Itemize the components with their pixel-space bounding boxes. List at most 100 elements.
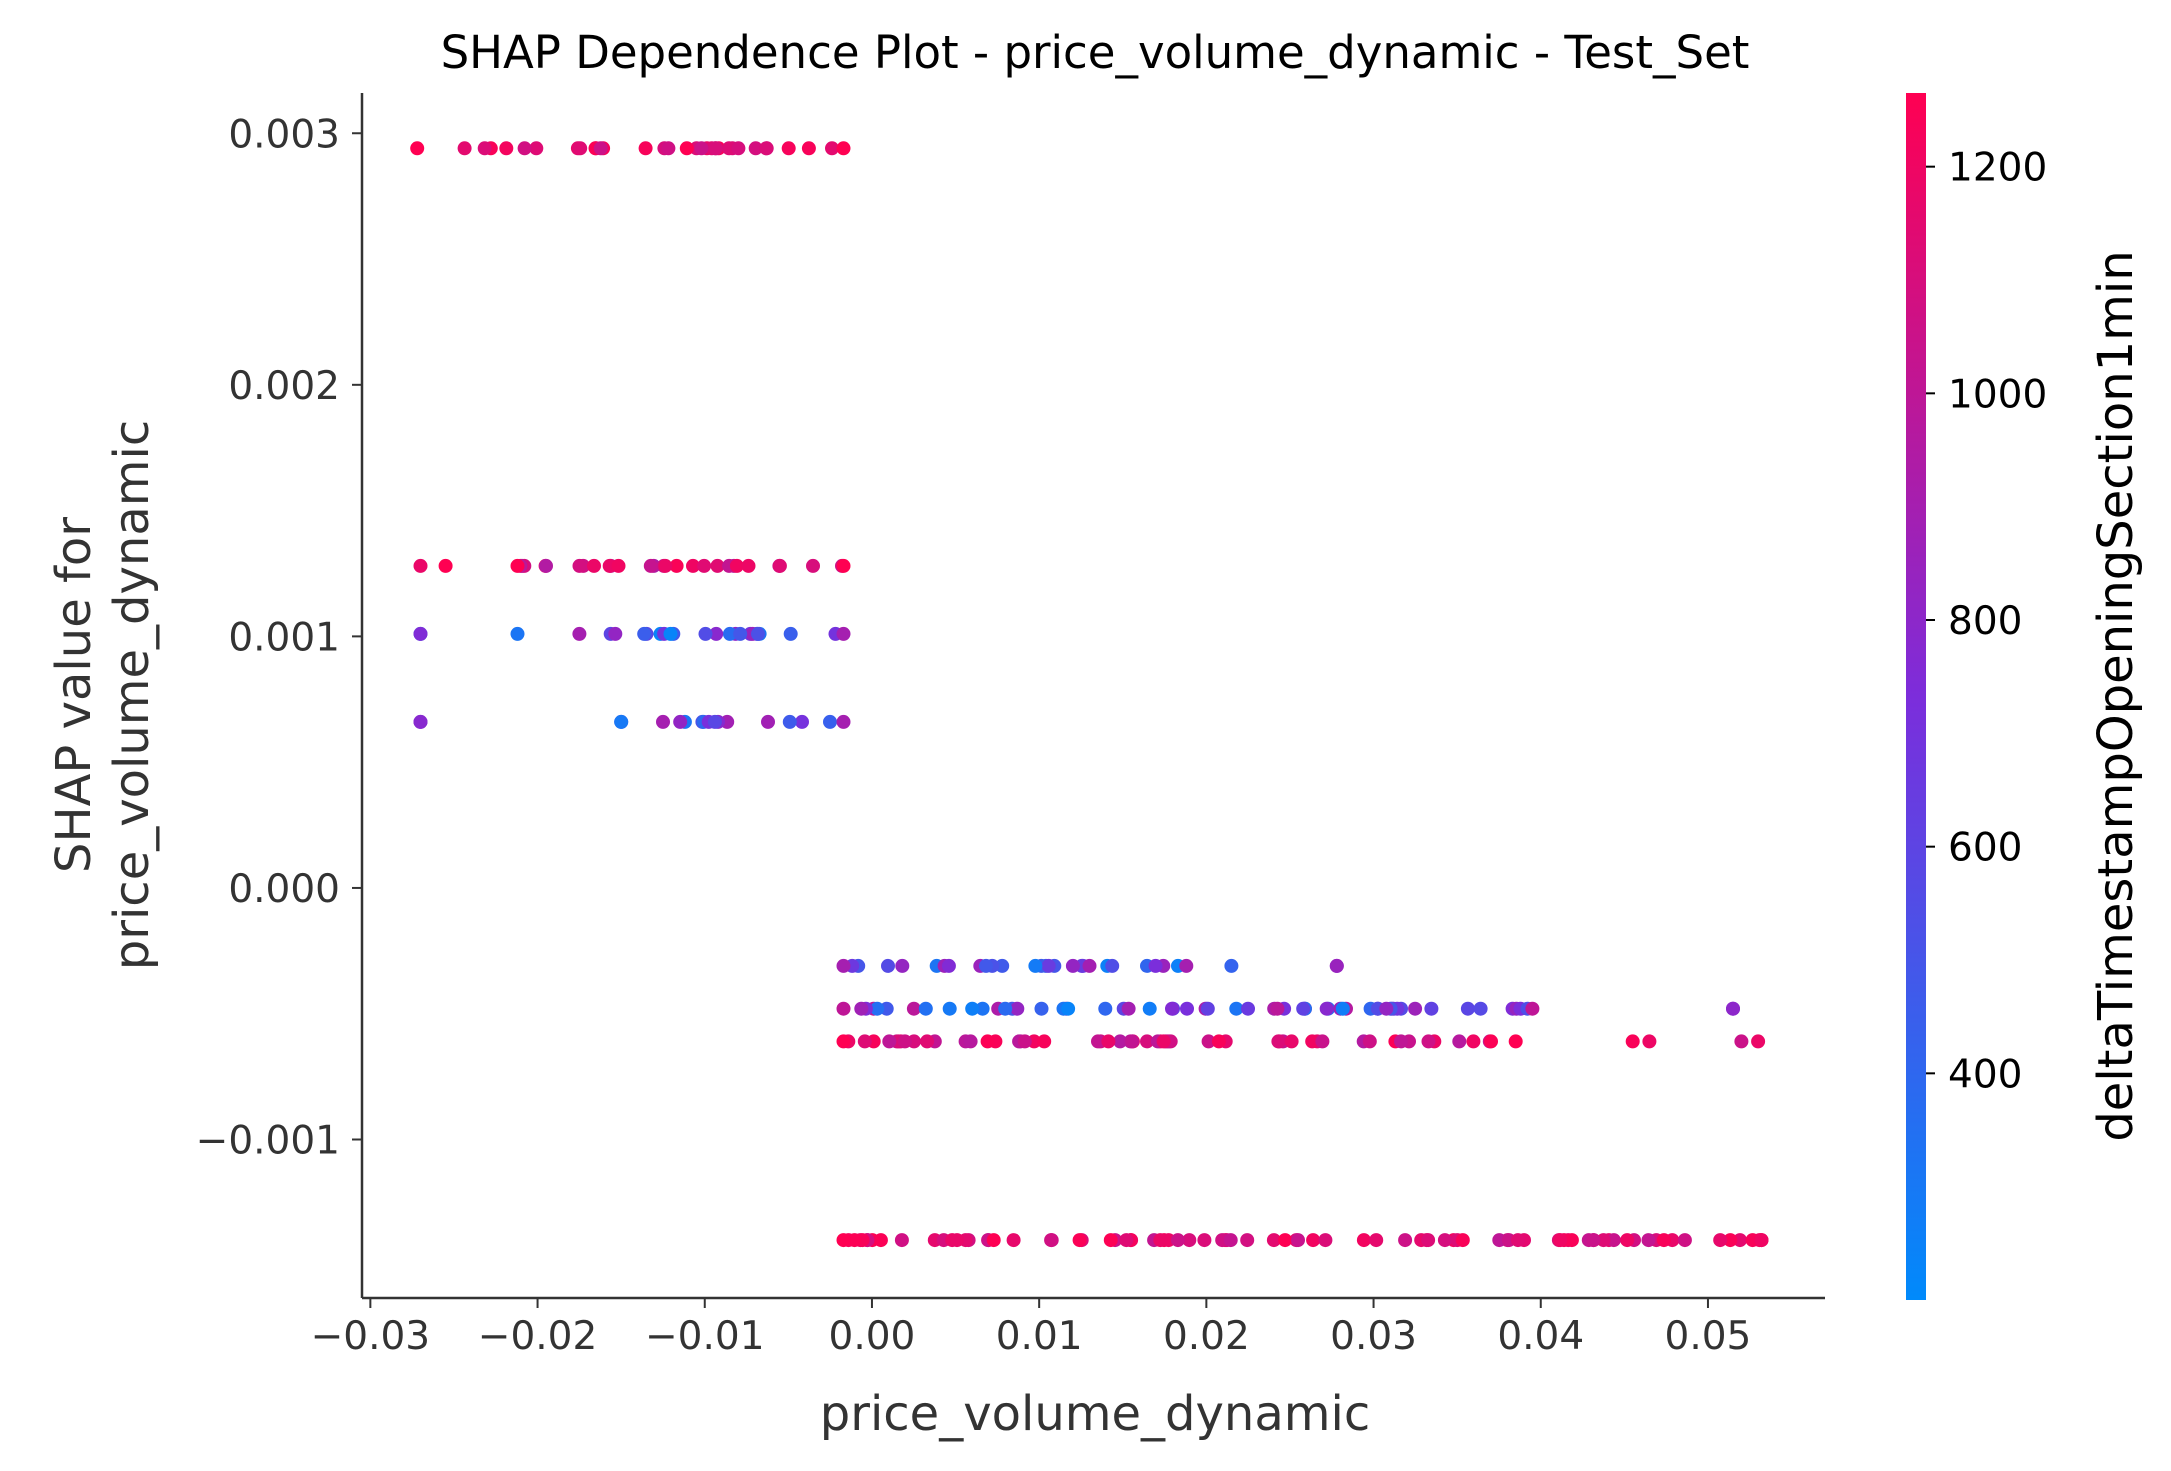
scatter-point xyxy=(1596,1233,1611,1248)
scatter-point xyxy=(698,626,713,641)
x-tick-label: 0.04 xyxy=(1497,1314,1584,1359)
scatter-point xyxy=(1098,1001,1113,1016)
scatter-point xyxy=(733,626,748,641)
scatter-point xyxy=(661,141,676,156)
y-tick-label: −0.001 xyxy=(196,1119,340,1164)
scatter-point xyxy=(836,1233,851,1248)
scatter-point xyxy=(1641,1233,1656,1248)
scatter-point xyxy=(1241,1001,1255,1016)
scatter-point xyxy=(1266,1233,1281,1248)
y-axis-ticks: −0.001 0.000 0.001 0.002 0.003 xyxy=(196,112,362,1164)
scatter-point xyxy=(572,558,587,573)
scatter-point xyxy=(710,558,725,573)
scatter-point xyxy=(920,1034,935,1049)
scatter-point xyxy=(995,958,1010,973)
x-axis-label: price_volume_dynamic xyxy=(820,1386,1370,1442)
y-tick-label: 0.003 xyxy=(228,112,340,157)
scatter-point xyxy=(663,626,678,641)
scatter-point xyxy=(1101,1034,1116,1049)
scatter-point xyxy=(1484,1034,1498,1049)
scatter-point xyxy=(836,558,851,573)
scatter-point xyxy=(1754,1233,1769,1248)
scatter-point xyxy=(895,958,910,973)
scatter-point xyxy=(722,626,737,641)
y-axis-label-line-2: price_volume_dynamic xyxy=(104,420,160,970)
scatter-point xyxy=(438,558,453,573)
scatter-point xyxy=(1606,1233,1621,1248)
scatter-point xyxy=(1296,1001,1311,1016)
y-axis-label-line-1: SHAP value for xyxy=(46,517,102,873)
scatter-point xyxy=(1119,1233,1134,1248)
scatter-point xyxy=(697,558,712,573)
scatter-point xyxy=(1306,1233,1321,1248)
scatter-point xyxy=(1105,958,1120,973)
scatter-point xyxy=(1525,1001,1540,1016)
scatter-point xyxy=(741,558,756,573)
scatter-point xyxy=(882,1034,897,1049)
scatter-point xyxy=(1318,1233,1333,1248)
scatter-point xyxy=(836,1034,851,1049)
colorbar xyxy=(1906,93,1926,1300)
scatter-point xyxy=(643,558,658,573)
scatter-point xyxy=(801,141,816,156)
scatter-point xyxy=(1072,1233,1087,1248)
scatter-point xyxy=(679,141,694,156)
scatter-point xyxy=(783,626,798,641)
scatter-point xyxy=(1153,1233,1168,1248)
scatter-point xyxy=(1356,1233,1371,1248)
scatter-point xyxy=(1723,1233,1738,1248)
scatter-point xyxy=(1061,1001,1076,1016)
colorbar-tick-label: 600 xyxy=(1948,826,2022,871)
scatter-point xyxy=(1125,1034,1140,1049)
x-tick-label: 0.05 xyxy=(1665,1314,1752,1359)
scatter-point xyxy=(1362,1034,1377,1049)
scatter-point xyxy=(963,1034,978,1049)
scatter-point xyxy=(836,141,851,156)
colorbar-tick-label: 800 xyxy=(1948,599,2022,644)
scatter-point xyxy=(686,558,700,573)
scatter-point xyxy=(1271,1034,1286,1049)
scatter-point xyxy=(1751,1034,1766,1049)
scatter-point xyxy=(709,626,724,641)
scatter-point xyxy=(1421,1034,1436,1049)
scatter-point xyxy=(1305,1034,1320,1049)
scatter-point xyxy=(1408,1001,1423,1016)
scatter-point xyxy=(1455,1233,1470,1248)
scatter-point xyxy=(731,141,746,156)
scatter-point xyxy=(1335,1001,1350,1016)
scatter-point xyxy=(1677,1233,1692,1248)
x-tick-label: −0.03 xyxy=(311,1314,431,1359)
scatter-point xyxy=(673,714,688,729)
scatter-point xyxy=(457,141,472,156)
scatter-point xyxy=(510,626,525,641)
scatter-point xyxy=(1379,1001,1394,1016)
scatter-point xyxy=(1028,958,1043,973)
scatter-point xyxy=(759,141,774,156)
scatter-point xyxy=(1586,1233,1601,1248)
scatter-point xyxy=(1200,1001,1215,1016)
scatter-point xyxy=(1329,958,1344,973)
scatter-point xyxy=(1278,1233,1293,1248)
scatter-point xyxy=(1148,958,1163,973)
scatter-point xyxy=(1553,1233,1568,1248)
scatter-point xyxy=(1620,1233,1635,1248)
scatter-point xyxy=(836,1001,851,1016)
scatter-point xyxy=(1466,1034,1481,1049)
x-tick-label: −0.01 xyxy=(645,1314,765,1359)
scatter-point xyxy=(1182,1233,1197,1248)
scatter-point xyxy=(918,1001,933,1016)
scatter-point xyxy=(1229,1001,1244,1016)
scatter-point xyxy=(1211,1034,1226,1049)
scatter-point xyxy=(1180,1001,1194,1016)
scatter-point xyxy=(825,141,839,156)
scatter-point xyxy=(1006,1233,1021,1248)
scatter-point xyxy=(587,558,601,573)
scatter-point xyxy=(1508,1034,1523,1049)
scatter-point xyxy=(1121,1001,1136,1016)
scatter-point xyxy=(1452,1034,1467,1049)
scatter-point xyxy=(638,141,653,156)
scatter-point xyxy=(1642,1034,1657,1049)
scatter-point xyxy=(477,141,492,156)
scatter-point xyxy=(608,626,623,641)
scatter-point xyxy=(836,958,851,973)
